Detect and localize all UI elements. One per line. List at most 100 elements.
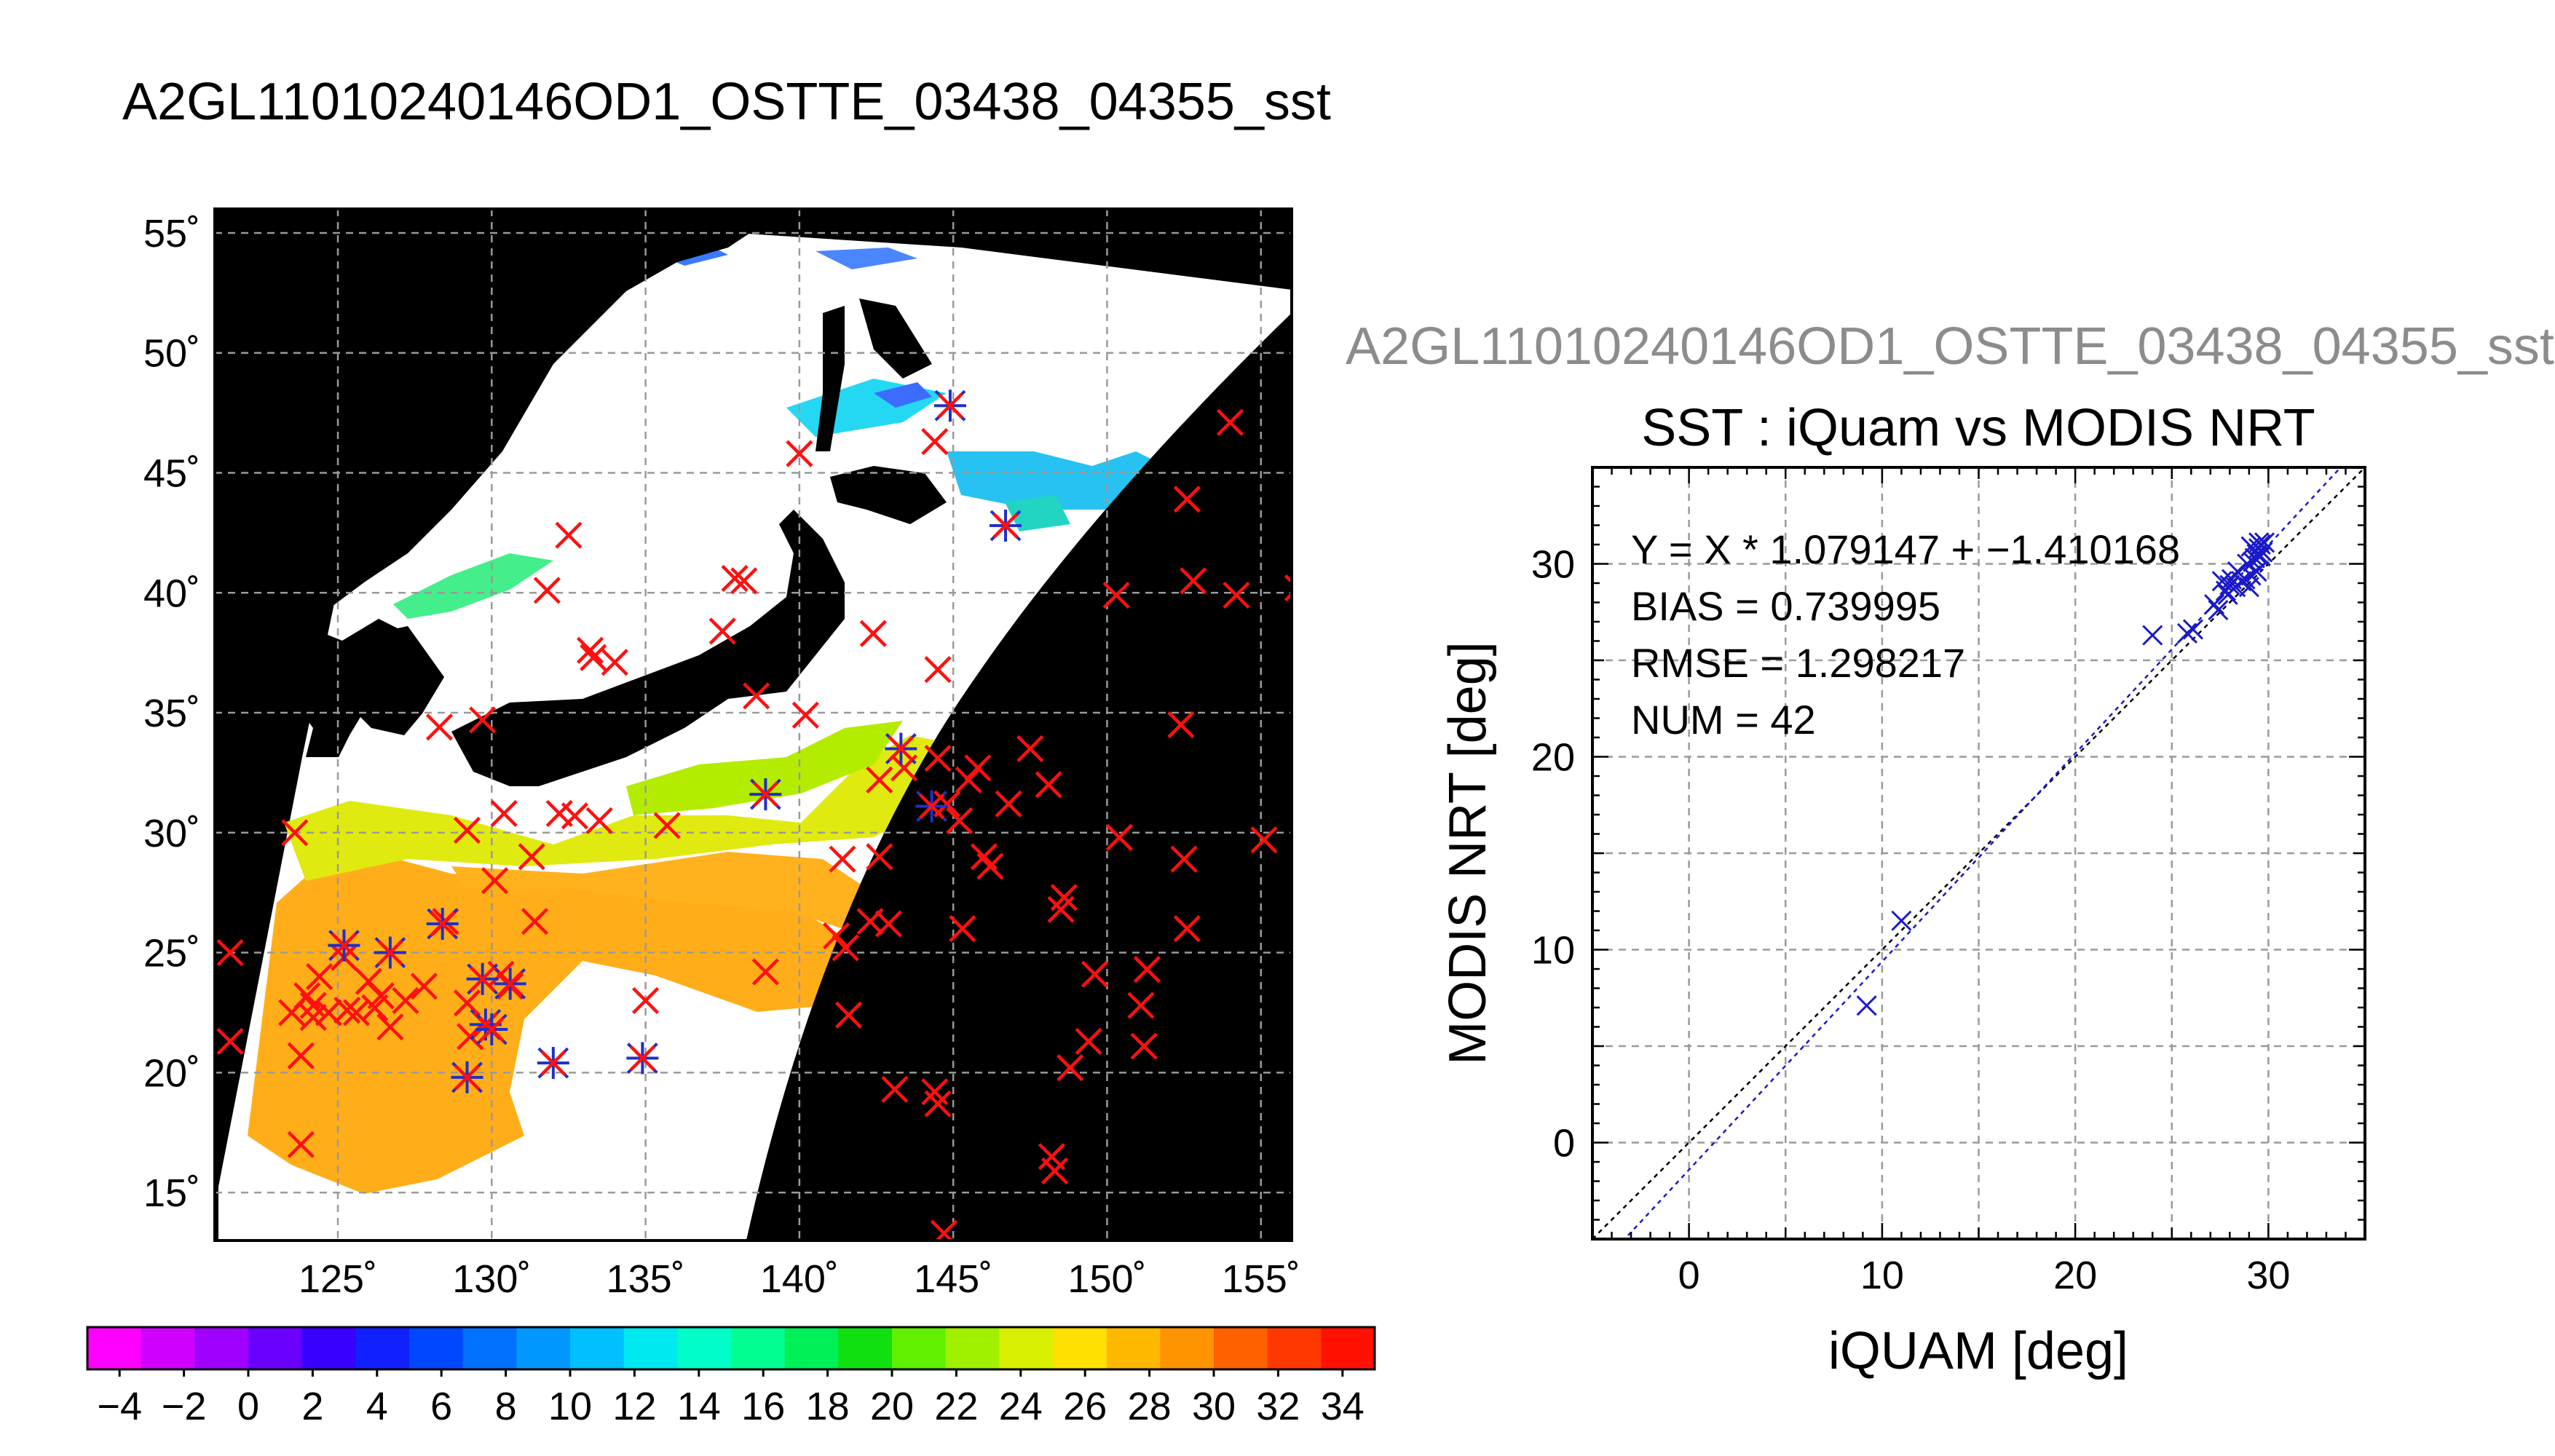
colorbar-cell [1321,1327,1375,1369]
map-insitu-marker-stroke-b [585,807,613,834]
map-insitu-marker [1127,992,1155,1019]
map-matchup-red-cross-stroke-b [470,966,496,992]
scatter-point-stroke-b [2227,561,2248,582]
colorbar-cell [1160,1327,1215,1369]
map-matchup-red-cross-stroke-b [992,513,1019,539]
colorbar-cell [838,1327,893,1369]
map-insitu-marker [921,428,949,456]
map-insitu-marker [946,807,974,834]
secondary-title: A2GL11010240146OD1_OSTTE_03438_04355_sst [1346,317,2554,376]
map-insitu-marker-stroke-b [964,754,992,782]
map-matchup-marker [374,936,406,969]
colorbar-cells [87,1327,1375,1369]
map-matchup-red-cross [919,793,945,820]
sst-yellow-band [284,735,947,881]
map-matchup-marker [749,778,782,811]
scatter-x-tick-label: 20 [2053,1254,2097,1297]
map-insitu-marker [834,1001,863,1029]
map-matchup-marker [451,1061,483,1093]
map-insitu-marker-stroke-b [834,1001,863,1029]
scatter-point [2227,561,2248,582]
map-insitu-marker-stroke-b [281,819,309,847]
map-insitu-marker-stroke-b [924,1090,952,1117]
map-insitu-marker-stroke-b [934,1219,958,1241]
scatter-point [1856,995,1877,1016]
map-insitu-marker-stroke-b [995,790,1022,818]
scatter-point [2217,584,2238,605]
map-lat-tick-label: 50˚ [143,332,200,376]
map-matchup-red-cross-stroke-b [478,1016,505,1042]
map-insitu-marker [1130,1032,1158,1060]
map-insitu-marker-stroke-b [949,915,976,943]
map-insitu-marker-stroke-b [293,982,321,1010]
map-matchup-marker [933,389,966,422]
colorbar-cell [731,1327,786,1369]
map-insitu-marker [1173,915,1201,943]
colorbar-cell [516,1327,571,1369]
map-insitu-marker-stroke-b [306,962,333,991]
scatter-point-stroke-b [2204,594,2225,615]
map-insitu-marker-stroke-b [1180,567,1207,595]
colorbar-tick-label: 34 [1321,1385,1365,1428]
map-insitu-marker [469,706,497,734]
map-lat-tick-label: 40˚ [143,571,200,615]
land-hokkaido [830,466,947,524]
map-insitu-marker [561,802,588,830]
map-insitu-marker-stroke-b [1173,915,1201,943]
map-insitu-marker-stroke-b [955,766,982,794]
sst-warm-band-2 [451,852,866,932]
map-insitu-marker-stroke-b [376,1013,404,1041]
map-insitu-marker-stroke-b [1105,823,1133,851]
colorbar-cell [677,1327,732,1369]
map-insitu-marker [576,636,604,664]
map-matchup-marker [328,929,360,962]
colorbar-tick-label: −2 [162,1385,207,1428]
map-matchup-red-cross-stroke-b [752,781,778,807]
map-insitu-marker-stroke-b [791,701,819,729]
scatter-point-stroke-b [1891,910,1912,931]
map-insitu-marker-stroke-b [1057,1054,1084,1082]
main-title: A2GL11010240146OD1_OSTTE_03438_04355_sst [122,73,1331,131]
map-insitu-marker [410,973,438,1000]
map-insitu-marker [299,1003,327,1032]
map-insitu-marker [1035,771,1062,799]
map-insitu-marker-stroke-b [580,644,607,671]
map-insitu-marker [333,997,361,1024]
map-insitu-marker [481,867,509,895]
map-lat-tick-label: 25˚ [143,932,200,976]
sst-cyan-patch-3 [1005,495,1070,531]
map-matchup-marker [915,790,948,823]
map-insitu-marker-stroke-b [859,620,887,647]
map-insitu-marker-stroke-b [481,867,509,895]
map-matchup-red-cross [540,1050,566,1076]
map-insitu-marker-stroke-b [832,934,859,962]
map-insitu-marker [791,701,819,729]
no-data-region [746,313,1292,1241]
colorbar-cell [355,1327,410,1369]
map-insitu-marker-stroke-b [1130,1032,1158,1060]
scatter-point [1891,910,1912,931]
map-insitu-marker-stroke-b [490,799,518,828]
colorbar-cell [1053,1327,1107,1369]
map-matchup-marker [537,1047,569,1080]
scatter-panel: 0 10 20 30 0 10 20 30 Y = X * 1.079147 + −1.41… [1439,466,2366,1380]
map-insitu-marker-stroke-b [1170,845,1198,873]
map-matchup-marker [885,732,917,765]
map-insitu-marker [786,440,813,467]
stats-num: NUM = 42 [1631,697,1816,743]
colorbar-cell [301,1327,356,1369]
map-insitu-marker-stroke-b [287,1131,315,1158]
map-insitu-marker [518,843,545,871]
map-insitu-marker [453,989,481,1017]
map-insitu-marker [425,713,454,741]
map-lat-tick-label: 55˚ [143,212,200,256]
map-insitu-marker [955,766,982,794]
scatter-point-stroke-b [2254,532,2275,553]
map-insitu-marker [832,934,859,962]
map-insitu-marker-stroke-b [410,973,438,1000]
land-kamchatka-edge [859,298,932,379]
map-matchup-red-cross-stroke-b [629,1045,655,1072]
map-insitu-marker-stroke-b [1284,591,1292,602]
map-insitu-marker [730,567,758,595]
scatter-point-stroke-b [2246,561,2267,582]
